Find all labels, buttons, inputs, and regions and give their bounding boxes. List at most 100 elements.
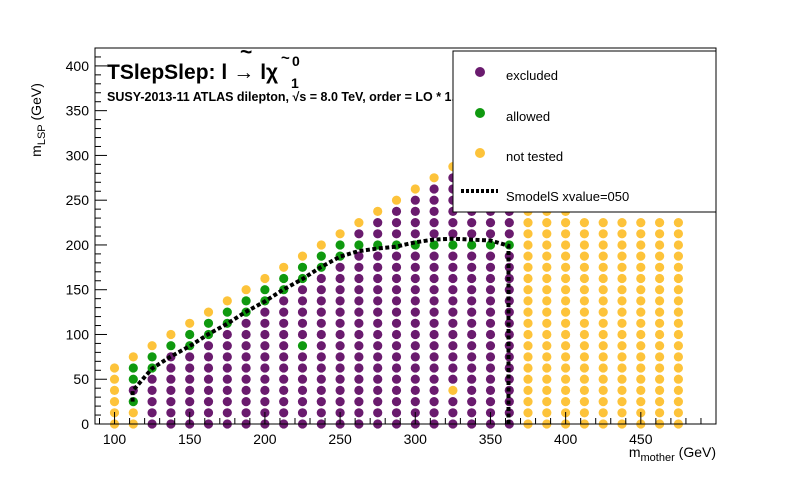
point-not-tested bbox=[655, 229, 665, 239]
point-excluded bbox=[147, 374, 157, 384]
point-excluded bbox=[429, 251, 439, 261]
point-excluded bbox=[373, 229, 383, 239]
point-not-tested bbox=[579, 363, 590, 373]
point-excluded bbox=[485, 229, 496, 239]
point-not-tested bbox=[655, 285, 665, 295]
point-not-tested bbox=[636, 273, 646, 284]
contour-layer bbox=[130, 236, 511, 424]
point-excluded bbox=[429, 385, 439, 395]
point-excluded bbox=[391, 397, 402, 407]
point-excluded bbox=[467, 307, 477, 317]
point-not-tested bbox=[579, 318, 590, 328]
point-excluded bbox=[335, 318, 345, 328]
point-excluded bbox=[354, 329, 364, 340]
point-excluded bbox=[448, 296, 458, 306]
point-not-tested bbox=[617, 318, 627, 328]
point-not-tested bbox=[561, 352, 571, 362]
point-not-tested bbox=[561, 229, 571, 239]
point-excluded bbox=[316, 296, 326, 306]
point-not-tested bbox=[128, 352, 138, 362]
point-allowed bbox=[222, 307, 232, 317]
point-not-tested bbox=[354, 218, 364, 228]
point-not-tested bbox=[542, 408, 552, 418]
point-excluded bbox=[391, 408, 402, 418]
point-excluded bbox=[391, 374, 402, 384]
point-excluded bbox=[391, 385, 402, 395]
point-not-tested bbox=[579, 273, 590, 284]
point-not-tested bbox=[636, 251, 646, 261]
point-not-tested bbox=[241, 285, 251, 295]
point-excluded bbox=[297, 318, 308, 328]
point-not-tested bbox=[617, 251, 627, 261]
legend-box bbox=[452, 50, 717, 213]
point-excluded bbox=[429, 341, 439, 351]
point-excluded bbox=[448, 251, 458, 261]
point-excluded bbox=[222, 385, 232, 395]
point-not-tested bbox=[617, 363, 627, 373]
point-not-tested bbox=[561, 363, 571, 373]
point-excluded bbox=[429, 363, 439, 373]
point-excluded bbox=[391, 273, 402, 284]
point-excluded bbox=[335, 385, 345, 395]
point-not-tested bbox=[617, 285, 627, 295]
legend-label-not-tested: not tested bbox=[506, 149, 563, 164]
point-not-tested bbox=[561, 262, 571, 272]
point-not-tested bbox=[542, 229, 552, 239]
point-excluded bbox=[391, 296, 402, 306]
legend-label-allowed: allowed bbox=[506, 109, 550, 124]
point-excluded bbox=[279, 385, 289, 395]
point-excluded bbox=[297, 285, 308, 295]
point-excluded bbox=[467, 408, 477, 418]
point-excluded bbox=[185, 374, 195, 384]
point-excluded bbox=[391, 251, 402, 261]
point-not-tested bbox=[579, 329, 590, 340]
point-excluded bbox=[429, 352, 439, 362]
point-excluded bbox=[410, 341, 420, 351]
point-not-tested bbox=[598, 341, 608, 351]
point-not-tested bbox=[598, 318, 608, 328]
point-excluded bbox=[391, 352, 402, 362]
point-excluded bbox=[279, 296, 289, 306]
point-excluded bbox=[373, 273, 383, 284]
point-excluded bbox=[485, 296, 496, 306]
point-not-tested bbox=[617, 385, 627, 395]
point-excluded bbox=[241, 341, 251, 351]
point-excluded bbox=[297, 329, 308, 340]
point-excluded bbox=[410, 374, 420, 384]
point-excluded bbox=[335, 273, 345, 284]
point-not-tested bbox=[636, 341, 646, 351]
point-excluded bbox=[448, 262, 458, 272]
x-tick-label: 200 bbox=[253, 431, 277, 447]
point-excluded bbox=[147, 385, 157, 395]
point-not-tested bbox=[655, 329, 665, 340]
point-excluded bbox=[297, 363, 308, 373]
point-not-tested bbox=[147, 341, 157, 351]
x-tick-label: 400 bbox=[554, 431, 578, 447]
point-not-tested bbox=[673, 363, 684, 373]
point-excluded bbox=[316, 329, 326, 340]
point-not-tested bbox=[617, 229, 627, 239]
point-excluded bbox=[297, 352, 308, 362]
point-not-tested bbox=[579, 374, 590, 384]
point-excluded bbox=[203, 397, 214, 407]
point-excluded bbox=[410, 385, 420, 395]
x-tick-label: 250 bbox=[328, 431, 352, 447]
point-not-tested bbox=[542, 374, 552, 384]
point-not-tested bbox=[523, 262, 533, 272]
point-excluded bbox=[373, 318, 383, 328]
point-excluded bbox=[335, 329, 345, 340]
point-not-tested bbox=[523, 318, 533, 328]
point-excluded bbox=[203, 408, 214, 418]
point-excluded bbox=[241, 385, 251, 395]
point-excluded bbox=[166, 363, 176, 373]
legend-label-excluded: excluded bbox=[506, 68, 558, 83]
point-not-tested bbox=[561, 285, 571, 295]
point-not-tested bbox=[542, 273, 552, 284]
point-excluded bbox=[391, 218, 402, 228]
point-excluded bbox=[485, 341, 496, 351]
point-excluded bbox=[410, 262, 420, 272]
point-excluded bbox=[429, 397, 439, 407]
point-not-tested bbox=[636, 229, 646, 239]
point-excluded bbox=[410, 318, 420, 328]
